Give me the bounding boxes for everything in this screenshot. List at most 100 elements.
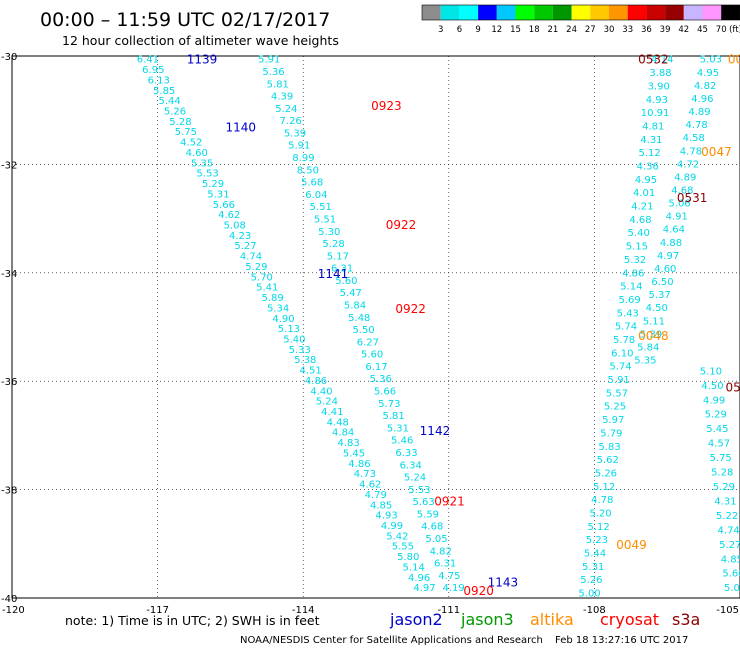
wave-height-value: 4.68 (671, 185, 693, 196)
wave-height-value: 4.68 (629, 215, 651, 226)
wave-height-value: 4.82 (430, 546, 452, 557)
colorbar-label: 9 (475, 25, 480, 35)
wave-height-value: 4.36 (637, 161, 659, 172)
wave-height-value: 5.24 (275, 104, 297, 115)
colorbar-swatch (702, 5, 722, 20)
wave-height-value: 5.37 (648, 290, 670, 301)
wave-height-value: 4.91 (666, 212, 688, 223)
wave-height-value: 5.40 (628, 228, 650, 239)
wave-height-value: 4.86 (305, 376, 327, 387)
satellite-legend: jason2 jason3 altika cryosat s3a (389, 610, 700, 629)
wave-height-value: 5.03 (700, 55, 722, 66)
satellite-legend-item: cryosat (600, 610, 659, 629)
wave-height-value: 5.31 (582, 562, 604, 573)
wave-height-value: 4.48 (327, 417, 349, 428)
wave-height-value: 5.27 (234, 241, 256, 252)
wave-height-value: 4.64 (663, 225, 685, 236)
wave-height-value: 5.53 (196, 169, 218, 180)
wave-height-value: 5.28 (169, 117, 191, 128)
wave-height-value: 5.29 (245, 262, 267, 273)
wave-height-value: 5.32 (624, 255, 646, 266)
wave-height-value: 4.84 (332, 428, 354, 439)
wave-height-value: 6.41 (137, 55, 159, 66)
wave-height-value: 4.95 (697, 68, 719, 79)
satellite-track: 4.14 3.88 3.90 4.93 10.91 4.81 4.31 5.12 4.36 4.9… (578, 55, 673, 600)
wave-height-value: 5.40 (283, 334, 305, 345)
wave-height-value: 5.44 (584, 549, 606, 560)
wave-height-value: 4.21 (631, 202, 653, 213)
satellite-legend-item: jason3 (460, 610, 514, 629)
wave-height-value: 5.13 (278, 324, 300, 335)
colorbar-swatch (440, 5, 460, 20)
colorbar-swatch (721, 5, 740, 20)
wave-height-value: 5.45 (343, 448, 365, 459)
pass-time-label: 1142 (420, 424, 451, 438)
satellite-tracks: 6.416.956.135.855.445.265.285.754.524.60… (137, 55, 740, 600)
x-tick-label: -108 (583, 605, 606, 616)
colorbar-label: 24 (566, 25, 577, 35)
y-tick-label: -34 (1, 269, 17, 280)
wave-height-value: 5.36 (370, 374, 392, 385)
colorbar-label: 27 (585, 25, 596, 35)
wave-height-value: 4.14 (651, 55, 673, 66)
wave-height-value: 5.12 (593, 482, 615, 493)
colorbar-swatch (534, 5, 553, 20)
wave-height-value: 5.24 (316, 397, 338, 408)
wave-height-value: 5.89 (262, 293, 284, 304)
wave-height-value: 4.51 (299, 366, 321, 377)
pass-annotations: 1139 1140 1141 1142 1143 0923 0922 0922 0921 0920… (187, 53, 740, 598)
wave-height-value: 6.04 (305, 190, 327, 201)
colorbar-swatch (683, 5, 703, 20)
wave-height-value: 6.31 (434, 559, 456, 570)
x-tick-label: -114 (292, 605, 315, 616)
wave-height-value: 4.83 (337, 438, 359, 449)
wave-height-value: 5.63 (412, 497, 434, 508)
pass-time-label: 0922 (395, 302, 426, 316)
wave-height-value: 6.31 (331, 264, 353, 275)
colorbar-label: 30 (604, 25, 615, 35)
wave-height-value: 4.62 (218, 210, 240, 221)
chart-title: 00:00 – 11:59 UTC 02/17/2017 (40, 9, 330, 31)
wave-height-value: 4.58 (683, 133, 705, 144)
pass-time-label: 0047 (701, 145, 732, 159)
colorbar-label: 15 (510, 25, 521, 35)
wave-height-value: 4.78 (686, 120, 708, 131)
wave-height-value: 10.91 (641, 108, 670, 119)
y-tick-label: -36 (1, 377, 17, 388)
wave-height-value: 5.35 (634, 356, 656, 367)
wave-height-value: 4.97 (413, 583, 435, 594)
wave-height-value: 4.60 (654, 264, 676, 275)
wave-height-value: 5.12 (638, 148, 660, 159)
colorbar-label: 45 (697, 25, 708, 35)
colorbar-label: 18 (529, 25, 540, 35)
colorbar-label: 39 (660, 25, 671, 35)
wave-height-value: 5.62 (597, 455, 619, 466)
wave-height-value: 6.27 (357, 337, 379, 348)
colorbar-unit: (ft) (729, 25, 740, 35)
pass-time-label: 0049 (616, 538, 647, 552)
wave-height-value: 5.05 (425, 534, 447, 545)
satellite-legend-item: s3a (672, 610, 700, 629)
wave-height-value: 5.59 (417, 509, 439, 520)
satellite-legend-item: jason2 (389, 610, 443, 629)
wave-height-value: 5.39 (640, 329, 662, 340)
wave-height-value: 5.28 (322, 239, 344, 250)
wave-height-value: 4.19 (443, 583, 465, 594)
wave-height-value: 5.14 (620, 282, 642, 293)
wave-height-value: 5.06 (668, 199, 690, 210)
colorbar-swatch (496, 5, 516, 20)
pass-time-label: 0530 (725, 381, 740, 395)
wave-height-value: 6.50 (651, 277, 673, 288)
wave-height-value: 8.99 (292, 153, 314, 164)
wave-height-value: 5.42 (386, 531, 408, 542)
wave-height-value: 3.90 (648, 81, 670, 92)
wave-height-value: 5.10 (700, 366, 722, 377)
colorbar-swatch (478, 5, 497, 20)
wave-height-value: 5.69 (618, 295, 640, 306)
wave-height-value: 5.50 (352, 325, 374, 336)
pass-time-label: 1141 (318, 267, 349, 281)
wave-height-value: 5.34 (267, 303, 289, 314)
wave-height-value: 5.78 (613, 335, 635, 346)
wave-height-value: 5.28 (711, 468, 733, 479)
